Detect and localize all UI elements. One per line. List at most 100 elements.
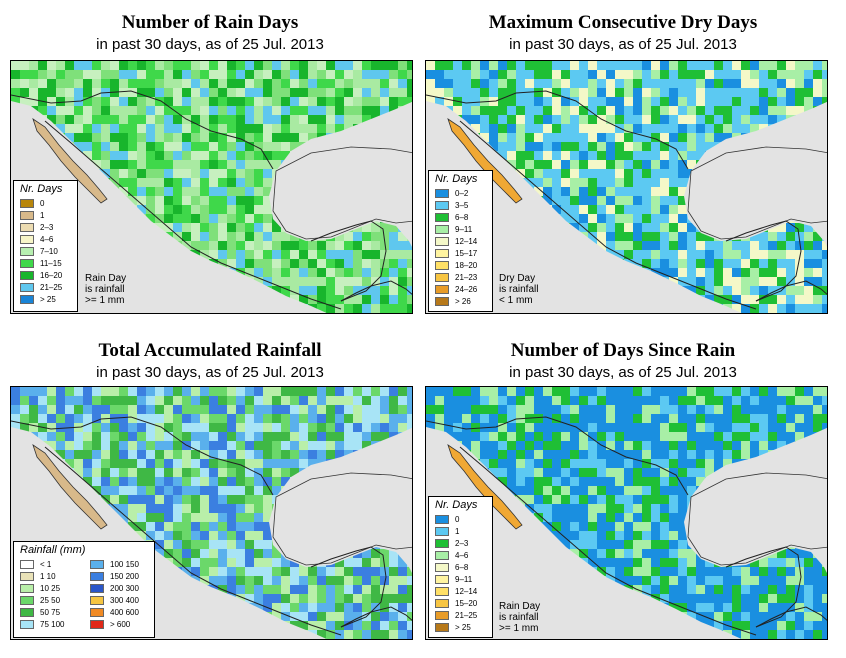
legend-swatch — [435, 249, 449, 258]
legend-label: 0 — [40, 199, 45, 208]
legend-swatch — [20, 235, 34, 244]
legend-swatch — [435, 611, 449, 620]
legend-label: 7–10 — [40, 247, 58, 256]
legend-swatch — [435, 527, 449, 536]
legend-swatch — [90, 596, 104, 605]
map-canvas — [426, 387, 827, 639]
legend-label: 4–6 — [40, 235, 54, 244]
legend-swatch — [20, 584, 34, 593]
legend-label: 12–14 — [455, 237, 478, 246]
legend-swatch — [435, 213, 449, 222]
legend-label: 11–15 — [40, 259, 62, 268]
legend-swatch — [435, 201, 449, 210]
legend-label: > 26 — [455, 297, 471, 306]
panel-subtitle: in past 30 days, as of 25 Jul. 2013 — [96, 364, 324, 381]
legend-swatch — [90, 584, 104, 593]
legend-label: < 1 — [40, 560, 52, 569]
gulf-of-mexico — [687, 146, 827, 240]
panel-subtitle: in past 30 days, as of 25 Jul. 2013 — [509, 364, 737, 381]
legend-swatch — [20, 271, 34, 280]
legend-swatch — [90, 620, 104, 629]
panel-title: Number of Days Since Rain — [510, 340, 736, 361]
gulf-of-mexico — [272, 472, 412, 566]
legend-label: 0 — [455, 515, 460, 524]
legend-label: 18–20 — [455, 261, 478, 270]
gulf-of-mexico — [687, 472, 827, 566]
legend-label: > 25 — [40, 295, 56, 304]
legend-swatch — [90, 608, 104, 617]
legend-label: 2–3 — [40, 223, 54, 232]
us-border — [11, 416, 274, 496]
baja-peninsula — [447, 118, 523, 204]
map-dry-days — [425, 60, 828, 314]
legend-label: 4–6 — [455, 551, 469, 560]
note-line: is rainfall — [85, 284, 125, 295]
legend-swatch — [20, 247, 34, 256]
legend-title: Nr. Days — [435, 173, 478, 185]
legend-swatch — [20, 620, 34, 629]
legend-swatch — [435, 261, 449, 270]
panel-title: Number of Rain Days — [121, 12, 299, 33]
legend-swatch — [435, 189, 449, 198]
note-line: is rainfall — [499, 284, 539, 295]
pacific-coast — [459, 120, 757, 310]
us-border — [426, 90, 689, 170]
note-dry-days: Dry Day is rainfall < 1 mm — [499, 273, 538, 306]
us-border — [11, 90, 274, 170]
central-america-border — [755, 280, 827, 302]
legend-label: 1 — [455, 527, 460, 536]
legend-label: 75 100 — [40, 620, 65, 629]
legend-label: 100 150 — [110, 560, 139, 569]
legend-swatch — [20, 211, 34, 220]
note-days-since-rain: Rain Day is rainfall >= 1 mm — [499, 601, 540, 634]
legend-label: 150 200 — [110, 572, 139, 581]
gulf-of-mexico — [272, 146, 412, 240]
note-line: Rain Day — [85, 273, 127, 284]
legend-label: 25 50 — [40, 596, 61, 605]
legend-swatch — [435, 297, 449, 306]
baja-peninsula — [32, 444, 108, 530]
legend-swatch — [20, 572, 34, 581]
legend-swatch — [20, 259, 34, 268]
note-line: < 1 mm — [499, 295, 533, 306]
pacific-coast — [44, 446, 342, 636]
legend-swatch — [435, 225, 449, 234]
legend-label: 6–8 — [455, 563, 469, 572]
legend-swatch — [20, 608, 34, 617]
central-america-border — [755, 606, 827, 628]
legend-label: 400 600 — [110, 608, 139, 617]
legend-label: 9–11 — [455, 225, 473, 234]
legend-swatch — [90, 560, 104, 569]
legend-swatch — [435, 551, 449, 560]
legend-swatch — [435, 563, 449, 572]
legend-label: 12–14 — [455, 587, 478, 596]
panel-subtitle: in past 30 days, as of 25 Jul. 2013 — [96, 36, 324, 53]
pacific-coast — [44, 120, 342, 310]
legend-rain-days: Nr. Days 0 1 2–3 4–6 7–10 11–15 16–20 21–25 > 25 — [13, 180, 78, 312]
legend-label: 300 400 — [110, 596, 139, 605]
legend-label: 200 300 — [110, 584, 139, 593]
note-line: Dry Day — [499, 273, 536, 284]
legend-label: 21–23 — [455, 273, 478, 282]
legend-swatch — [20, 596, 34, 605]
legend-swatch — [90, 572, 104, 581]
legend-swatch — [435, 273, 449, 282]
legend-swatch — [20, 560, 34, 569]
us-border — [426, 416, 689, 496]
legend-label: 16–20 — [40, 271, 63, 280]
legend-swatch — [20, 283, 34, 292]
legend-title: Nr. Days — [435, 499, 478, 511]
legend-label: 15–17 — [455, 249, 478, 258]
map-days-since-rain — [425, 386, 828, 640]
legend-swatch — [435, 599, 449, 608]
legend-label: 21–25 — [455, 611, 478, 620]
legend-label: 21–25 — [40, 283, 63, 292]
pacific-coast — [459, 446, 757, 636]
legend-label: 3–5 — [455, 201, 469, 210]
legend-label: > 600 — [110, 620, 131, 629]
legend-swatch — [20, 223, 34, 232]
panel-title: Maximum Consecutive Dry Days — [488, 12, 758, 33]
panel-title: Total Accumulated Rainfall — [98, 340, 322, 361]
legend-label: 50 75 — [40, 608, 61, 617]
central-america-border — [340, 606, 412, 628]
